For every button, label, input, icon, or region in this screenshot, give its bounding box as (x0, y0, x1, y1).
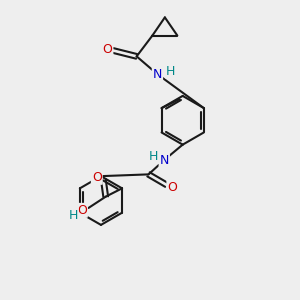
Text: O: O (167, 181, 177, 194)
Text: O: O (77, 204, 87, 217)
Text: O: O (92, 171, 102, 184)
Text: H: H (149, 150, 158, 163)
Text: H: H (166, 65, 176, 78)
Text: N: N (160, 154, 169, 167)
Text: H: H (68, 208, 78, 222)
Text: O: O (103, 43, 112, 56)
Text: N: N (153, 68, 162, 81)
